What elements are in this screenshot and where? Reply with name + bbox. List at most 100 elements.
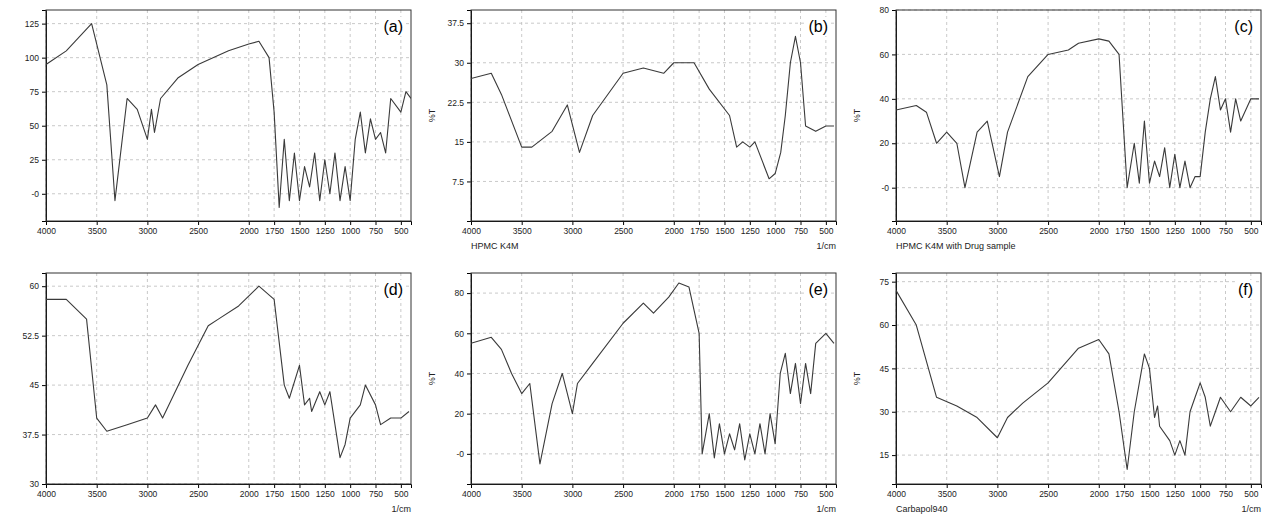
tick-label: 3000 (988, 489, 1007, 499)
tick-label: 15 (880, 450, 890, 460)
grid-line (198, 273, 199, 484)
tick-mark (572, 221, 573, 225)
tick-mark (42, 336, 46, 337)
x-axis: 4000350030002500200017501500125010007505… (887, 484, 1261, 499)
x-tick: 1500 (716, 484, 735, 499)
panel-label: (d) (383, 281, 403, 298)
tick-label: 3000 (563, 489, 582, 499)
tick-label: 1750 (1115, 226, 1134, 236)
tick-mark (892, 99, 896, 100)
y-tick: 80 (880, 5, 896, 15)
plot-background (471, 10, 836, 221)
y-tick: 20 (455, 409, 471, 419)
grid-line (46, 193, 411, 194)
tick-label: 1750 (690, 489, 709, 499)
tick-label: 20 (880, 138, 890, 148)
tick-mark (947, 484, 948, 488)
grid-line (699, 273, 700, 484)
tick-mark (42, 24, 46, 25)
grid-line (623, 10, 624, 221)
tick-mark (1048, 221, 1049, 225)
grid-line (800, 273, 801, 484)
grid-line (749, 10, 750, 221)
y-tick: 50 (30, 121, 46, 131)
x-tick: 750 (369, 221, 383, 236)
y-tick: 20 (880, 138, 896, 148)
y-tick: 60 (455, 329, 471, 339)
tick-mark (147, 484, 148, 488)
x-tick: 1500 (716, 221, 735, 236)
x-tick: 3000 (138, 484, 157, 499)
tick-label: 1250 (1166, 226, 1185, 236)
tick-mark (1200, 221, 1201, 225)
x-tick: 3000 (138, 221, 157, 236)
tick-label: 750 (794, 489, 808, 499)
grid-line (623, 273, 624, 484)
y-tick: 30 (455, 58, 471, 68)
x-tick: 3000 (988, 484, 1007, 499)
y-axis: 7.51522.53037.5 (447, 11, 471, 222)
tick-label: 4000 (37, 489, 56, 499)
tick-label: 1000 (1191, 489, 1210, 499)
x-tick: 4000 (887, 484, 906, 499)
tick-label: 3500 (88, 226, 107, 236)
tick-label: 7.5 (452, 177, 464, 187)
grid-line (471, 413, 836, 414)
tick-label: 25 (30, 155, 40, 165)
grid-line (521, 273, 522, 484)
y-tick: 60 (30, 281, 46, 291)
y-tick: 15 (455, 137, 471, 147)
grid-line (46, 434, 411, 435)
figure: 4000350030002500200017501500125010007505… (0, 0, 1277, 526)
y-axis: -0255075100125 (25, 11, 47, 222)
y-tick: 125 (25, 19, 46, 29)
panel: 4000350030002500200017501500125010007505… (852, 273, 1262, 514)
grid-line (147, 273, 148, 484)
grid-line (1174, 10, 1175, 221)
tick-mark (997, 221, 998, 225)
grid-line (997, 273, 998, 484)
x-tick: 1250 (1166, 221, 1185, 236)
x-tick: 1750 (1115, 484, 1134, 499)
tick-mark (1048, 484, 1049, 488)
x-tick: 4000 (462, 484, 481, 499)
tick-mark (467, 454, 471, 455)
grid-line (1200, 273, 1201, 484)
x-tick: 750 (794, 484, 808, 499)
tick-mark (198, 221, 199, 225)
x-tick: 2500 (189, 484, 208, 499)
grid-line (46, 23, 411, 24)
x-tick: 3000 (563, 221, 582, 236)
grid-line (521, 10, 522, 221)
y-tick: 40 (880, 94, 896, 104)
tick-mark (42, 484, 46, 485)
grid-line (350, 273, 351, 484)
tick-label: 500 (1244, 226, 1258, 236)
tick-label: 30 (880, 407, 890, 417)
grid-line (400, 10, 401, 221)
tick-label: 4000 (462, 489, 481, 499)
tick-label: 80 (880, 5, 890, 15)
label-patch (805, 280, 831, 299)
plot-frame (471, 273, 836, 484)
tick-label: 1500 (716, 226, 735, 236)
tick-label: 40 (455, 369, 465, 379)
tick-mark (350, 221, 351, 225)
grid-line (96, 273, 97, 484)
tick-label: 52.5 (22, 331, 39, 341)
x-tick: 1000 (341, 221, 360, 236)
tick-mark (350, 484, 351, 488)
tick-label: 3000 (138, 226, 157, 236)
tick-label: 750 (1219, 226, 1233, 236)
grid-line (375, 273, 376, 484)
y-tick: 60 (880, 50, 896, 60)
grid-line (299, 10, 300, 221)
tick-mark (724, 221, 725, 225)
grid-line (1098, 273, 1099, 484)
grid-line (46, 91, 411, 92)
tick-label: 2500 (189, 226, 208, 236)
tick-mark (467, 63, 471, 64)
marks (896, 290, 1259, 469)
tick-mark (1226, 221, 1227, 225)
tick-label: 3000 (138, 489, 157, 499)
